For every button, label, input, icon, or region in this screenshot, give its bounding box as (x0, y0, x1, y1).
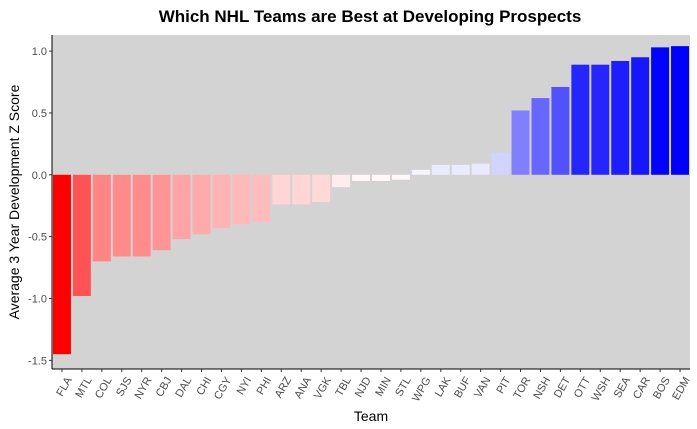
y-tick-label: -1.0 (28, 293, 47, 305)
x-tick-label: CHI (194, 375, 214, 397)
bar-col (92, 174, 111, 262)
bar-det (551, 86, 570, 175)
x-tick-label: NYR (133, 375, 155, 401)
bar-tbl (332, 174, 351, 188)
x-tick-label: FLA (54, 375, 75, 399)
x-tick-label: BOS (651, 375, 673, 401)
x-axis-title: Team (354, 408, 388, 424)
bar-buf (451, 164, 470, 175)
x-tick-label: MIN (373, 375, 394, 399)
x-tick-label: BUF (452, 375, 474, 400)
x-tick-label: ARZ (273, 375, 295, 400)
x-tick-label: VGK (312, 375, 334, 402)
x-tick-label: PIT (494, 375, 513, 396)
bar-vgk (312, 174, 331, 202)
x-tick-label: DET (552, 375, 574, 400)
bars-group (53, 46, 689, 355)
bar-nsh (531, 98, 550, 175)
bar-nyr (132, 174, 151, 257)
bar-ott (571, 64, 590, 175)
bar-dal (172, 174, 191, 240)
bar-wsh (591, 64, 610, 175)
x-tick-label: CBJ (154, 375, 175, 399)
x-tick-label: DAL (173, 375, 194, 400)
bar-van (471, 163, 490, 175)
y-tick-label: 0.0 (32, 170, 47, 182)
y-tick-label: 0.5 (32, 108, 47, 120)
bar-sea (611, 60, 630, 175)
bar-phi (252, 174, 271, 222)
x-tick-label: LAK (433, 375, 454, 400)
bar-bos (651, 47, 670, 175)
x-tick-label: COL (93, 375, 115, 401)
bar-edm (671, 46, 689, 175)
y-tick-label: 1.0 (32, 46, 47, 58)
bar-arz (272, 174, 291, 205)
chart-title: Which NHL Teams are Best at Developing P… (159, 7, 582, 26)
x-tick-label: PHI (255, 375, 275, 397)
x-tick-label: CAR (631, 375, 653, 401)
bar-min (372, 174, 390, 181)
y-tick-label: -1.5 (28, 355, 47, 367)
x-tick-label: WPG (410, 375, 434, 404)
bar-cgy (212, 174, 231, 228)
x-tick-label: VAN (472, 375, 493, 400)
y-axis-title: Average 3 Year Development Z Score (6, 84, 22, 319)
x-tick-label: WSH (590, 375, 613, 403)
bar-stl (391, 174, 410, 180)
bar-pit (491, 152, 510, 175)
y-tick-label: -0.5 (28, 232, 47, 244)
x-tick-label: CGY (212, 375, 235, 402)
bar-nyi (232, 174, 251, 225)
bar-ana (292, 174, 311, 205)
bar-fla (53, 174, 71, 355)
bar-mtl (72, 174, 91, 297)
x-tick-label: EDM (670, 375, 693, 402)
bar-car (631, 57, 650, 175)
x-tick-label: MTL (73, 375, 94, 400)
bar-chi (192, 174, 211, 235)
x-tick-label: NYI (235, 375, 255, 397)
x-tick-label: ANA (292, 375, 314, 401)
x-tick-label: TOR (511, 375, 533, 401)
bar-tor (511, 110, 530, 175)
y-axis: -1.5 -1.0 -0.5 0.0 0.5 1.0 (28, 35, 53, 369)
x-tick-label: NJD (353, 375, 374, 400)
x-tick-label: NSH (531, 375, 553, 401)
x-tick-label: SEA (612, 375, 634, 401)
bar-njd (352, 174, 370, 181)
x-tick-label: TBL (333, 375, 353, 398)
bar-sjs (112, 174, 131, 257)
bar-wpg (411, 169, 430, 175)
bar-lak (431, 164, 450, 175)
bar-cbj (152, 174, 171, 251)
